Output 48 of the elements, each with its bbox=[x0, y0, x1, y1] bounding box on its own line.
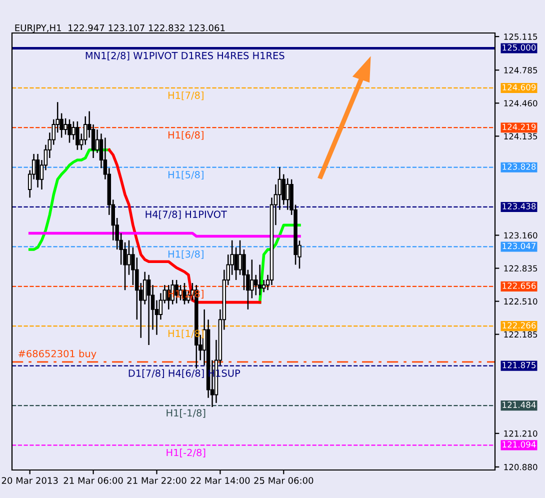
text: 122.656 bbox=[502, 282, 536, 289]
candlestick bbox=[262, 279, 266, 293]
text: 123.828 bbox=[502, 163, 536, 170]
x-tick-label: 21 Mar 22:00 bbox=[127, 477, 186, 484]
candlestick bbox=[36, 153, 40, 188]
text: 123.047 bbox=[502, 242, 536, 250]
y-tick-label: 123.160 bbox=[504, 232, 538, 239]
y-tick-label: 122.835 bbox=[504, 265, 538, 272]
ref-line-label: H1[5/8] bbox=[168, 170, 204, 180]
candlestick bbox=[76, 120, 80, 150]
text: 124.609 bbox=[502, 84, 536, 90]
y-tick-label: 122.510 bbox=[504, 298, 538, 305]
chart-title: EURJPY,H1 122.947 123.107 122.832 123.061 bbox=[15, 24, 225, 33]
y-tick-label: 125.115 bbox=[504, 34, 538, 40]
y-tick-label: 122.185 bbox=[504, 331, 538, 338]
text: 125.000 bbox=[502, 44, 536, 51]
ref-line-label: H1[-1/8] bbox=[166, 409, 206, 418]
ref-line-label: H1[6/8] bbox=[168, 131, 204, 140]
y-tick-label: 124.460 bbox=[504, 100, 538, 106]
x-tick-label: 25 Mar 06:00 bbox=[254, 477, 314, 484]
ref-line-label: H1[3/8] bbox=[168, 250, 204, 259]
text: 123.438 bbox=[502, 203, 536, 210]
y-tick-label: 124.135 bbox=[504, 133, 538, 140]
text: 124.219 bbox=[502, 124, 536, 130]
candlestick bbox=[258, 264, 262, 296]
y-tick-label: 120.880 bbox=[504, 464, 538, 470]
y-tick-label: 124.785 bbox=[504, 67, 538, 74]
candlestick bbox=[238, 240, 242, 276]
candlestick bbox=[68, 118, 72, 144]
text: 121.094 bbox=[502, 441, 536, 448]
candlestick bbox=[286, 178, 290, 210]
text: 121.484 bbox=[502, 402, 536, 408]
candlestick bbox=[146, 274, 151, 346]
ref-line-label: MN1[2/8] W1PIVOT D1RES H4RES H1RES bbox=[86, 52, 284, 60]
ref-line-label: #68652301 buy bbox=[18, 350, 96, 360]
ref-line-label: H1[7/8] bbox=[168, 91, 204, 100]
candlestick bbox=[64, 118, 68, 136]
line-series bbox=[108, 148, 262, 304]
text: 121.875 bbox=[502, 362, 536, 368]
x-tick-label: 21 Mar 06:00 bbox=[64, 477, 123, 484]
x-tick-label: 20 Mar 2013 bbox=[2, 477, 58, 484]
y-tick-label: 121.210 bbox=[504, 430, 538, 437]
text: 122.266 bbox=[502, 322, 536, 329]
candlestick bbox=[250, 259, 254, 299]
ref-line-label: H1[-2/8] bbox=[166, 448, 206, 458]
candlestick bbox=[127, 240, 131, 276]
x-tick-label: 22 Mar 14:00 bbox=[190, 477, 250, 484]
ref-line-label: H4[7/8] H1PIVOT bbox=[146, 210, 227, 220]
